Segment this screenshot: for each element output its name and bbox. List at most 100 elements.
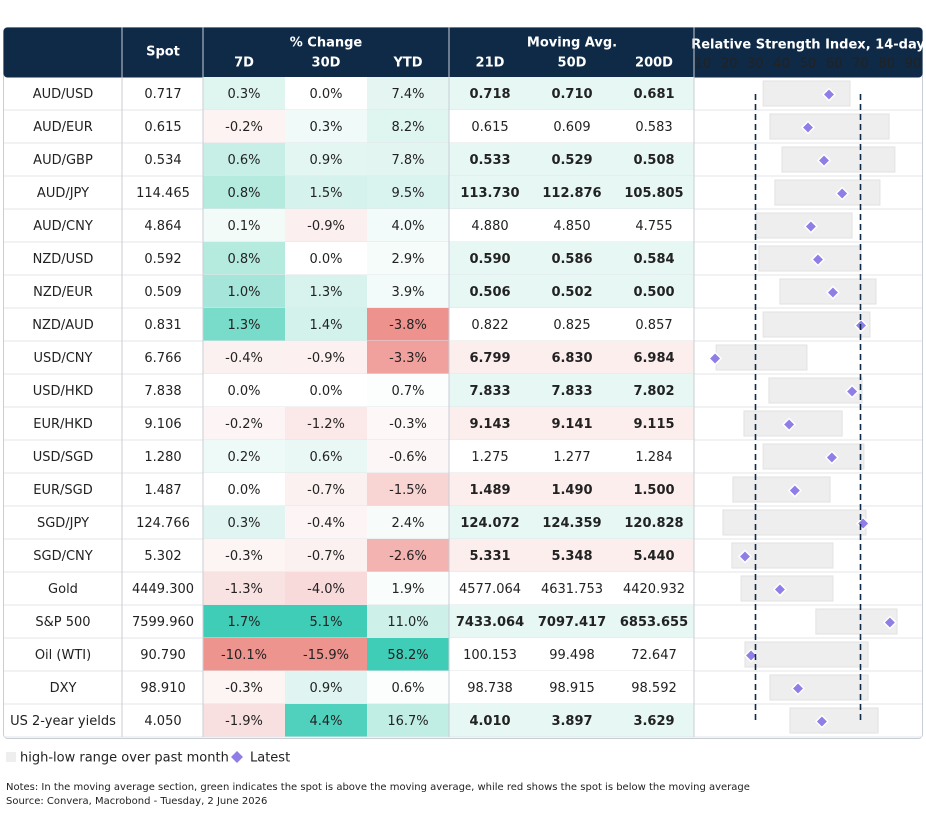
header: 200D (635, 56, 673, 71)
cell-fill (285, 539, 367, 572)
change: -1.3% (225, 582, 263, 597)
cell-fill (449, 572, 694, 605)
change: -0.7% (307, 549, 345, 564)
rsi-range (715, 344, 808, 371)
cell-fill (285, 143, 367, 176)
cell-fill (285, 572, 367, 605)
header: 7D (234, 56, 254, 71)
cell-fill (203, 572, 285, 605)
cell-fill (449, 539, 694, 572)
header: 50D (558, 56, 587, 71)
moving-average: 7433.064 (456, 615, 524, 630)
moving-average: 1.490 (551, 483, 592, 498)
moving-average: 105.805 (624, 186, 683, 201)
moving-average: 4631.753 (541, 582, 603, 597)
change: 5.1% (309, 615, 342, 630)
rsi-range (740, 575, 834, 602)
source: Source: Convera, Macrobond - Tuesday, 2 … (6, 796, 267, 807)
spot: 9.106 (144, 417, 181, 432)
moving-average: 4.850 (553, 219, 590, 234)
change: 0.0% (309, 384, 342, 399)
rsi-range (774, 179, 881, 206)
moving-average: 0.615 (471, 120, 508, 135)
rsi-latest (782, 417, 797, 432)
cell-fill (367, 572, 449, 605)
cell-fill (367, 539, 449, 572)
moving-average: 1.489 (469, 483, 510, 498)
rsi-latest (814, 714, 829, 729)
cell-fill (367, 176, 449, 209)
moving-average: 5.331 (469, 549, 510, 564)
cell-fill (203, 671, 285, 704)
cell-fill (285, 275, 367, 308)
rsi-range (769, 674, 869, 701)
cell-fill (203, 473, 285, 506)
rsi-latest (835, 186, 850, 201)
cell-fill (367, 341, 449, 374)
moving-average: 3.629 (633, 714, 674, 729)
change: 0.8% (227, 252, 260, 267)
change: 0.7% (391, 384, 424, 399)
change: -1.2% (307, 417, 345, 432)
rsi-latest (816, 153, 832, 168)
change: 1.3% (309, 285, 342, 300)
cell-fill (367, 440, 449, 473)
moving-average: 0.506 (469, 285, 510, 300)
rsi-range (758, 245, 862, 272)
cell-fill (449, 638, 694, 671)
cell-fill (203, 638, 285, 671)
cell-fill (367, 638, 449, 671)
cell-fill (285, 209, 367, 242)
cell-fill (285, 77, 367, 110)
moving-average: 0.586 (551, 252, 592, 267)
cell-fill (367, 308, 449, 341)
change: -2.6% (389, 549, 427, 564)
spot: 0.509 (144, 285, 181, 300)
moving-average: 98.592 (631, 681, 677, 696)
cell-fill (203, 242, 285, 275)
cell-fill (449, 506, 694, 539)
moving-average: 9.115 (633, 417, 674, 432)
moving-average: 112.876 (542, 186, 601, 201)
x-tick-label: 10 (695, 57, 712, 72)
cell-fill (367, 605, 449, 638)
rsi-range (755, 212, 853, 239)
change: -4.0% (307, 582, 345, 597)
change: -3.8% (389, 318, 427, 333)
cell-fill (449, 308, 694, 341)
cell-fill (285, 407, 367, 440)
change: 3.9% (391, 285, 424, 300)
x-tick-label: 60 (826, 57, 843, 72)
moving-average: 5.440 (633, 549, 674, 564)
row-name: US 2-year yields (10, 714, 116, 729)
moving-average: 0.502 (551, 285, 592, 300)
moving-average: 0.710 (551, 87, 592, 102)
rsi-latest (803, 219, 818, 234)
change: -0.4% (307, 516, 345, 531)
change: -0.6% (389, 450, 427, 465)
cell-fill (367, 242, 449, 275)
spot: 114.465 (136, 186, 190, 201)
cell-fill (285, 506, 367, 539)
rsi-latest (790, 681, 806, 696)
change: 0.6% (227, 153, 260, 168)
rsi-latest (882, 615, 897, 630)
change: 0.0% (227, 483, 260, 498)
change: -0.7% (307, 483, 345, 498)
moving-average: 0.718 (469, 87, 510, 102)
spot: 7.838 (144, 384, 181, 399)
cell-fill (203, 374, 285, 407)
row-name: AUD/EUR (33, 120, 93, 135)
row-name: Oil (WTI) (35, 648, 91, 663)
cell-fill (285, 704, 367, 737)
cell-fill (203, 704, 285, 737)
moving-average: 9.143 (469, 417, 510, 432)
cell-fill (449, 209, 694, 242)
rsi-latest (772, 582, 787, 597)
moving-average: 113.730 (460, 186, 519, 201)
spot: 4.864 (144, 219, 181, 234)
spot: 90.790 (140, 648, 186, 663)
cell-fill (285, 473, 367, 506)
change: 2.9% (391, 252, 424, 267)
spot: 0.831 (144, 318, 181, 333)
